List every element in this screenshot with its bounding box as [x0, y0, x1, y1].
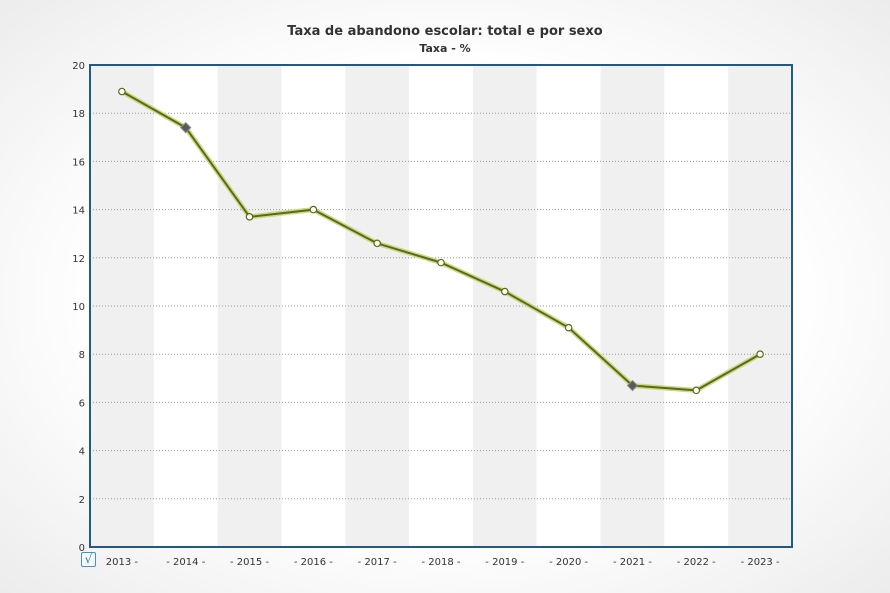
column-band: [153, 65, 218, 547]
x-tick-label: - 2015 -: [230, 557, 269, 568]
data-point-highlighted: [626, 379, 639, 392]
x-tick-label: - 2014 -: [166, 557, 205, 568]
x-tick-label: 2013 -: [106, 557, 139, 568]
x-tick-label: - 2018 -: [421, 557, 460, 568]
y-tick-label: 16: [72, 157, 85, 168]
x-tick-label: - 2021 -: [613, 557, 652, 568]
y-tick-label: 8: [79, 350, 85, 361]
data-point: [373, 239, 381, 248]
y-tick-label: 18: [72, 109, 85, 120]
column-band: [536, 65, 601, 547]
x-tick-label: - 2022 -: [677, 557, 716, 568]
x-tick-label: - 2023 -: [741, 557, 780, 568]
column-band: [281, 65, 346, 547]
y-tick-label: 2: [79, 495, 85, 506]
y-tick-label: 10: [72, 302, 85, 313]
data-point: [437, 258, 445, 267]
x-tick-label: - 2017 -: [358, 557, 397, 568]
x-tick-label: - 2016 -: [294, 557, 333, 568]
y-tick-label: 14: [72, 206, 85, 217]
data-point: [564, 323, 573, 332]
data-point-highlighted: [180, 121, 192, 134]
y-tick-label: 4: [79, 447, 85, 458]
x-tick-label: - 2020 -: [549, 557, 588, 568]
column-band: [90, 65, 154, 547]
x-tick-label: - 2019 -: [485, 557, 524, 568]
y-tick-label: 20: [72, 61, 85, 72]
plot-border: [89, 64, 793, 548]
data-point: [692, 386, 701, 395]
y-tick-label: 12: [72, 254, 85, 265]
column-band: [345, 65, 410, 547]
chart-title: Taxa de abandono escolar: total e por se…: [287, 24, 603, 39]
column-band: [600, 65, 665, 547]
data-point: [756, 350, 764, 359]
data-point: [118, 87, 126, 96]
data-point: [309, 205, 318, 214]
chart-subtitle: Taxa - %: [419, 42, 471, 55]
data-point: [501, 287, 509, 296]
series-toggle-checkbox[interactable]: √: [81, 552, 96, 567]
data-point: [245, 213, 254, 221]
y-tick-label: 0: [79, 543, 85, 554]
y-tick-label: 6: [79, 398, 85, 409]
column-band: [728, 65, 792, 547]
